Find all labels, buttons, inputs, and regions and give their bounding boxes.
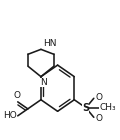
Text: O: O xyxy=(14,91,21,100)
Text: S: S xyxy=(82,103,89,113)
Text: HO: HO xyxy=(3,111,17,120)
Text: HN: HN xyxy=(43,39,57,48)
Text: O: O xyxy=(95,114,102,122)
Text: O: O xyxy=(95,93,102,102)
Text: CH₃: CH₃ xyxy=(99,103,116,112)
Text: N: N xyxy=(40,78,46,87)
